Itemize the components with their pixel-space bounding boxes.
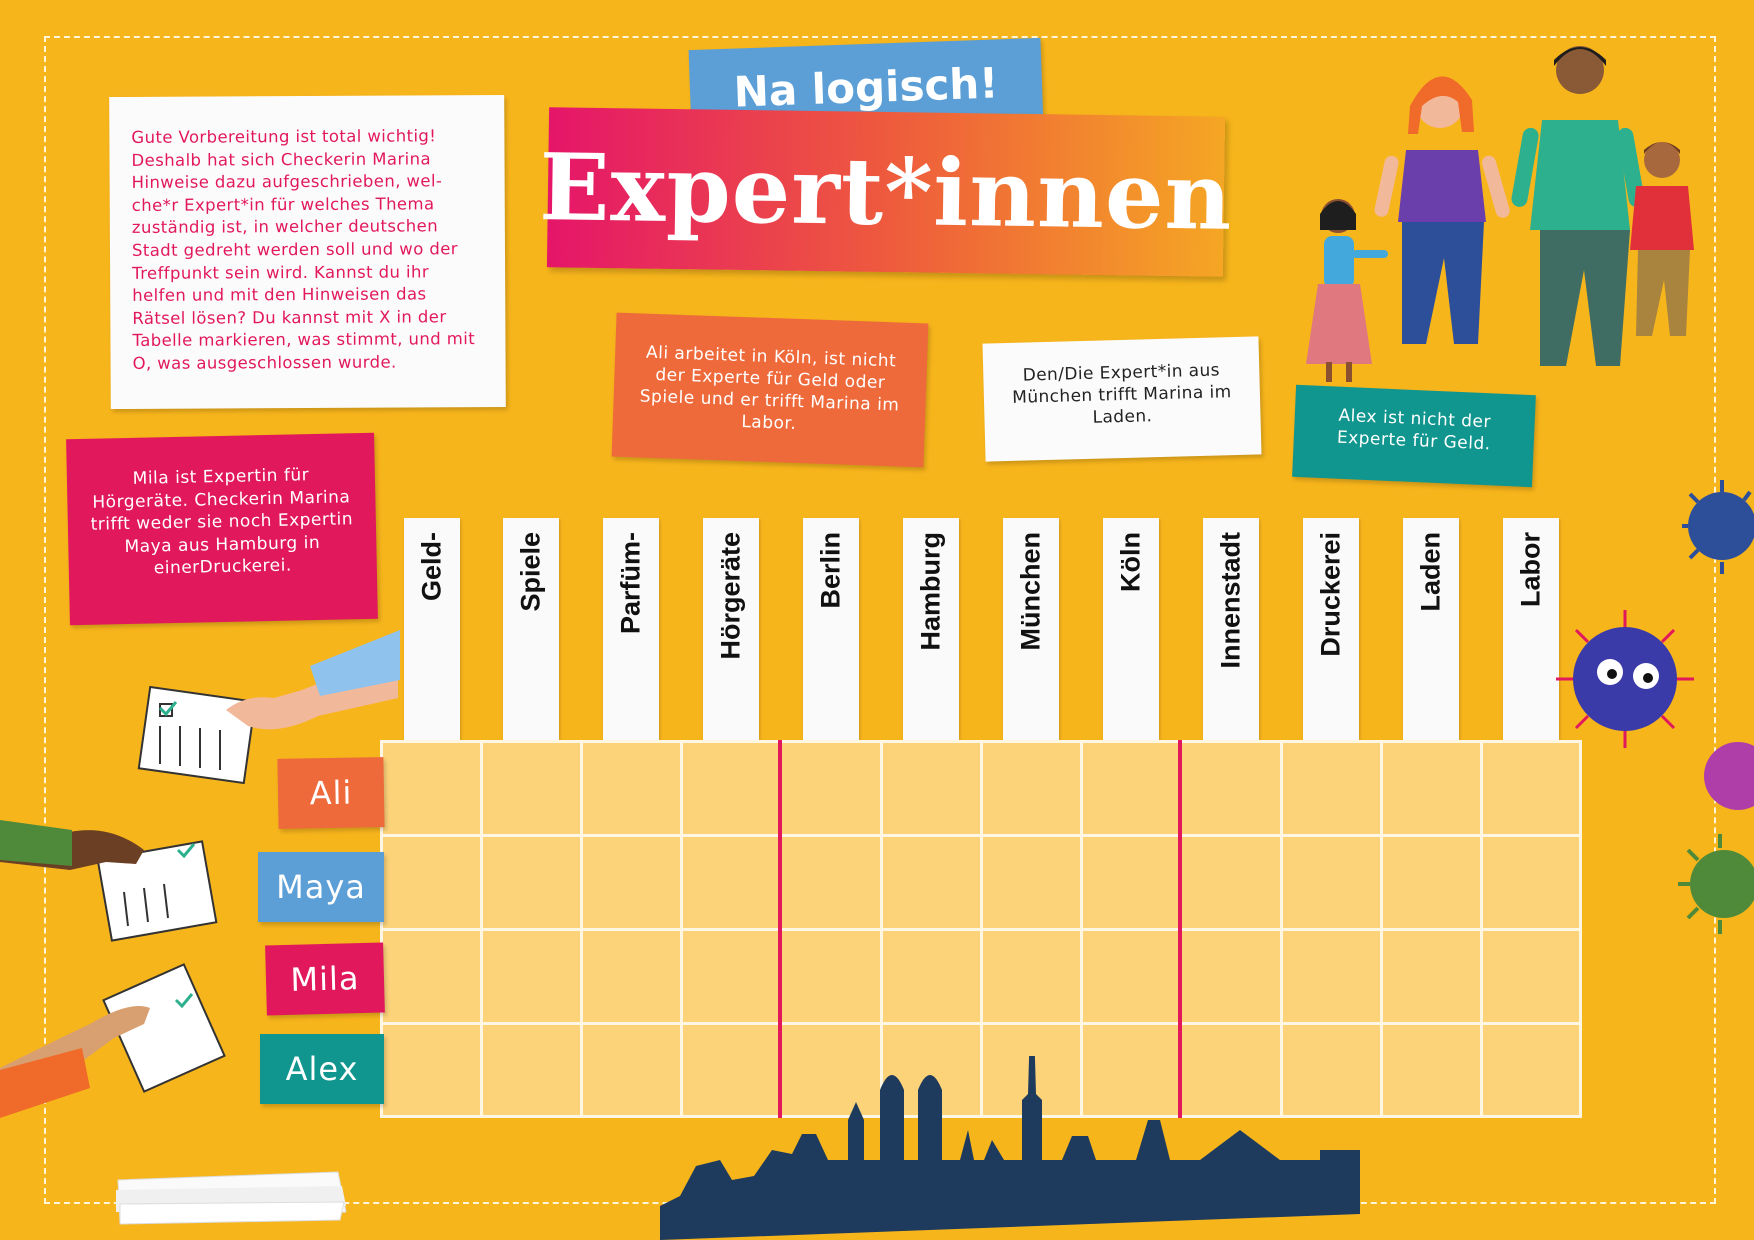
clue-note-mila: Mila ist Expertin für Hörgeräte. Checker… xyxy=(66,432,378,626)
column-header-11: Labor xyxy=(1503,518,1559,742)
column-header-0: Geld- xyxy=(404,518,460,742)
virus-icon xyxy=(1704,742,1754,810)
clue-note-ali: Ali arbeitet in Köln, ist nicht der Expe… xyxy=(611,312,929,468)
hand-checklist-icon xyxy=(0,820,218,942)
group-separator xyxy=(778,740,782,1118)
row-label-alex: Alex xyxy=(260,1034,384,1104)
paper-stack-icon xyxy=(116,1171,347,1225)
column-header-10: Laden xyxy=(1403,518,1459,742)
column-header-9: Druckerei xyxy=(1303,518,1359,742)
column-header-5: Hamburg xyxy=(903,518,959,742)
column-header-2: Parfüm- xyxy=(603,518,659,742)
column-header-8: Innenstadt xyxy=(1203,518,1259,742)
column-header-3: Hörgeräte xyxy=(703,518,759,742)
hand-checklist-icon xyxy=(137,630,400,785)
hand-checklist-icon xyxy=(0,963,226,1118)
group-separator xyxy=(1178,740,1182,1118)
virus-icon xyxy=(1678,834,1754,934)
page-title: Expert*innen xyxy=(539,107,1233,277)
logic-grid[interactable] xyxy=(380,740,1582,1118)
virus-smiling-icon xyxy=(1556,610,1694,748)
row-label-mila: Mila xyxy=(265,942,385,1016)
clue-note-muenchen: Den/Die Expert*in aus München trifft Mar… xyxy=(982,336,1262,462)
column-header-7: Köln xyxy=(1103,518,1159,742)
row-label-maya: Maya xyxy=(258,852,384,922)
column-header-4: Berlin xyxy=(803,518,859,742)
intro-note: Gute Vorbereitung ist total wichtig! Des… xyxy=(109,94,506,410)
column-header-6: München xyxy=(1003,518,1059,742)
column-header-1: Spiele xyxy=(503,518,559,742)
city-skyline-illustration xyxy=(660,1056,1360,1240)
clue-note-alex: Alex ist nicht der Experte für Geld. xyxy=(1292,384,1536,488)
family-illustration xyxy=(1306,46,1694,382)
virus-icon xyxy=(1682,480,1754,574)
